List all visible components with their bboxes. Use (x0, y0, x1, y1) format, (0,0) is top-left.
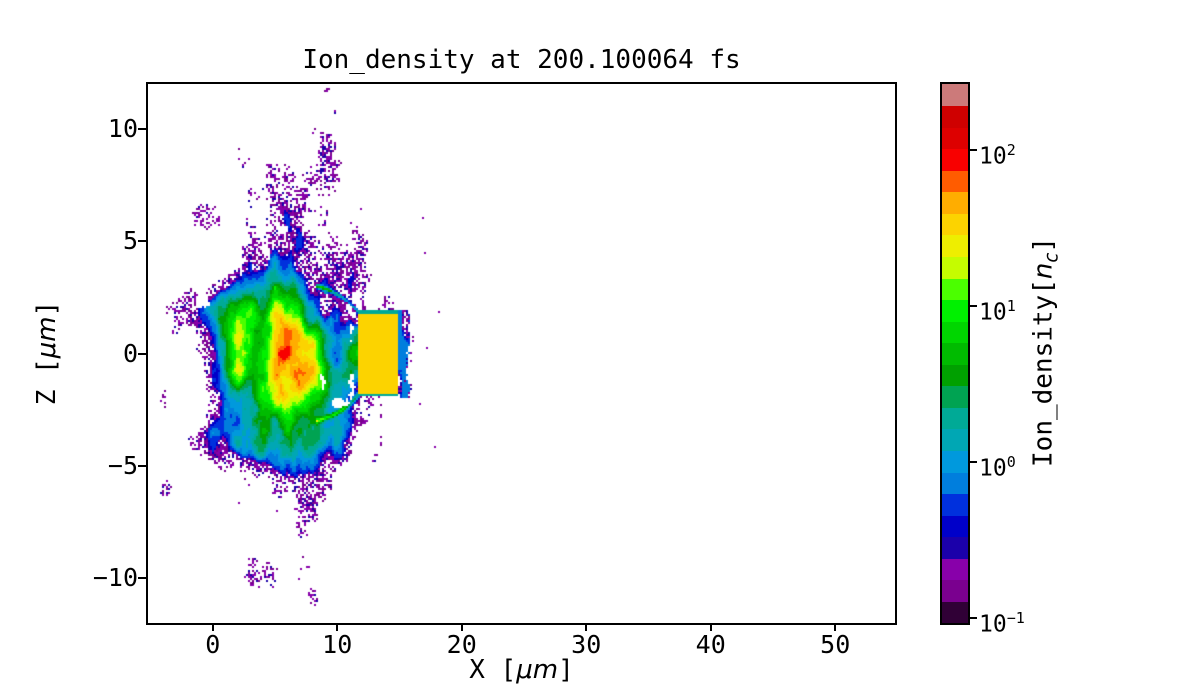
plot-title: Ion_density at 200.100064 fs (302, 45, 741, 75)
colorbar-band (942, 428, 968, 451)
colorbar-band (942, 321, 968, 344)
colorbar-band (942, 191, 968, 214)
x-tick-label: 50 (820, 630, 851, 659)
colorbar-tick-label: 10−1 (979, 609, 1025, 638)
colorbar-band (942, 472, 968, 495)
colorbar-band (942, 558, 968, 581)
colorbar-band (942, 127, 968, 150)
colorbar-band (942, 515, 968, 538)
y-tick-label: −5 (107, 450, 138, 480)
y-tick-mark (138, 577, 146, 580)
x-axis-label: X [μm] (469, 655, 574, 685)
colorbar-band (942, 299, 968, 322)
colorbar-band (942, 364, 968, 387)
x-tick-mark (336, 623, 339, 631)
x-tick-mark (460, 623, 463, 631)
colorbar (940, 82, 970, 625)
x-tick-mark (709, 623, 712, 631)
y-tick-mark (138, 240, 146, 243)
x-tick-label: 0 (205, 630, 221, 659)
x-tick-mark (585, 623, 588, 631)
colorbar-band (942, 170, 968, 193)
x-tick-label: 30 (571, 630, 602, 659)
x-tick-mark (834, 623, 837, 631)
colorbar-band (942, 105, 968, 128)
colorbar-band (942, 84, 968, 107)
colorbar-band (942, 234, 968, 257)
plot-area (146, 82, 897, 625)
x-tick-label: 10 (322, 630, 353, 659)
y-tick-label: 0 (122, 338, 138, 368)
colorbar-label: Ion_density[nc] (1028, 237, 1063, 467)
colorbar-band (942, 256, 968, 279)
colorbar-band (942, 450, 968, 473)
colorbar-tick-mark (970, 617, 977, 620)
y-tick-label: −10 (92, 563, 138, 593)
colorbar-band (942, 407, 968, 430)
colorbar-tick-mark (970, 148, 977, 151)
y-tick-mark (138, 127, 146, 130)
colorbar-band (942, 385, 968, 408)
y-tick-label: 5 (122, 226, 138, 256)
colorbar-tick-label: 101 (979, 296, 1016, 326)
x-tick-mark (211, 623, 214, 631)
y-tick-mark (138, 352, 146, 355)
colorbar-tick-label: 100 (979, 453, 1016, 482)
colorbar-band (942, 493, 968, 516)
colorbar-band (942, 213, 968, 236)
colorbar-band (942, 579, 968, 602)
colorbar-band (942, 148, 968, 171)
density-map-canvas (148, 84, 895, 623)
colorbar-tick-label: 102 (979, 140, 1016, 170)
colorbar-tick-mark (970, 461, 977, 464)
colorbar-band (942, 536, 968, 559)
colorbar-band (942, 601, 968, 624)
x-tick-label: 20 (446, 630, 477, 659)
colorbar-band (942, 278, 968, 301)
x-tick-label: 40 (695, 630, 726, 659)
colorbar-band (942, 342, 968, 365)
y-axis-label: Z [μm] (32, 300, 62, 406)
colorbar-tick-mark (970, 304, 977, 307)
y-tick-mark (138, 464, 146, 467)
y-tick-label: 10 (107, 113, 138, 143)
